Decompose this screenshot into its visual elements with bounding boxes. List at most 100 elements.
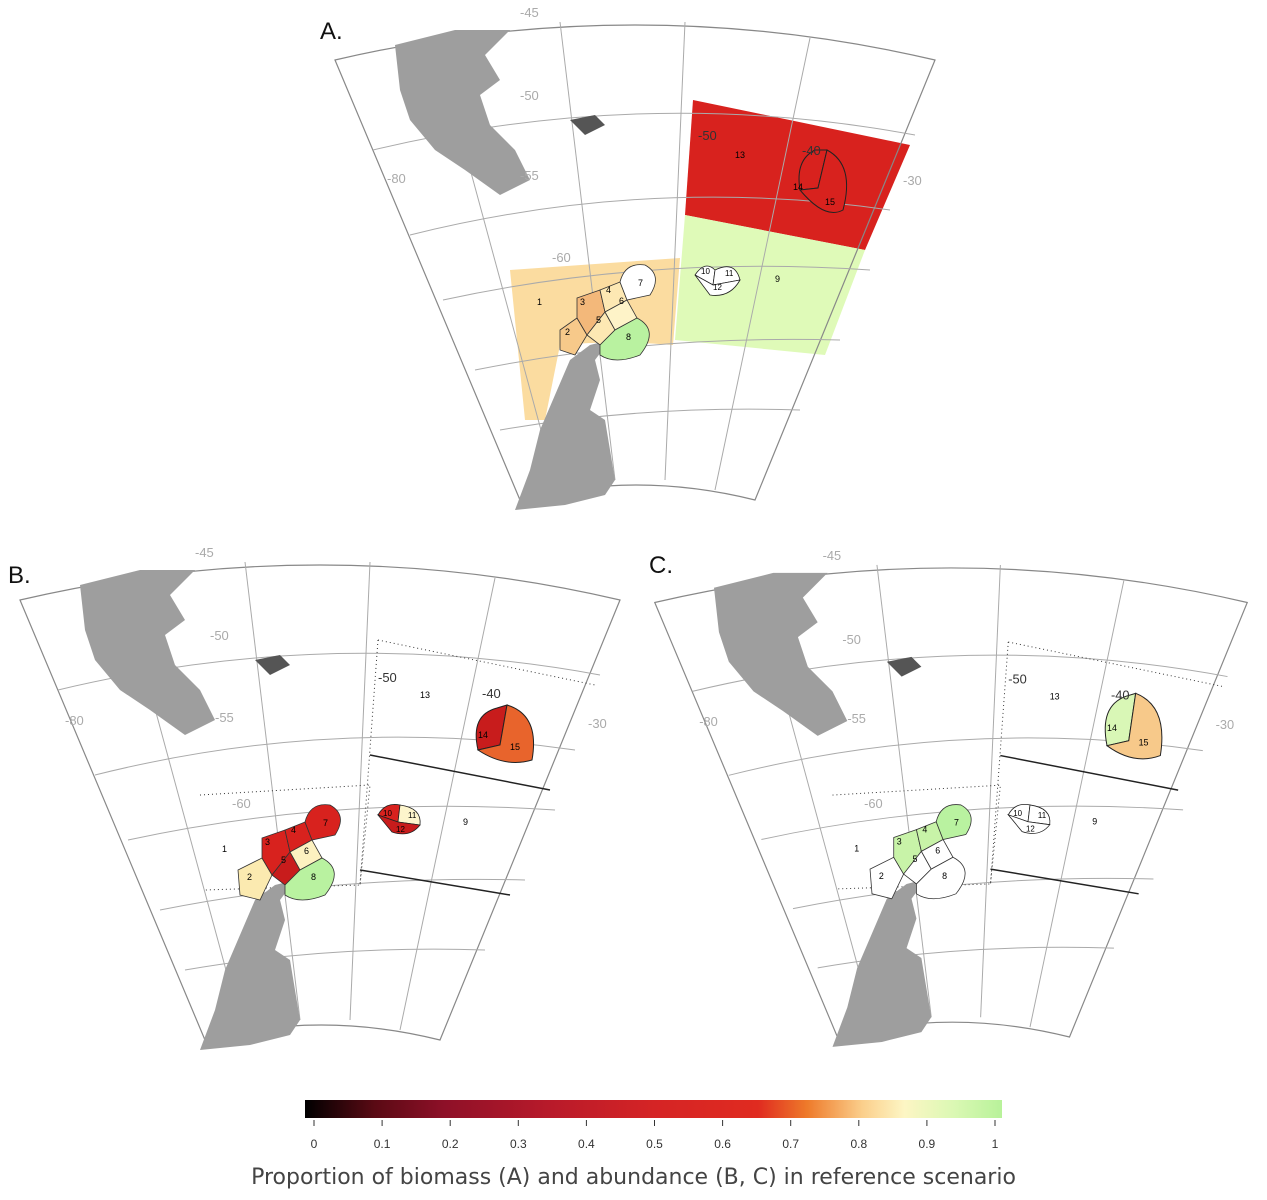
lat-label: -50: [210, 628, 229, 643]
antarctic-peninsula-land: [515, 340, 615, 510]
colorbar-gradient: [305, 1100, 1002, 1118]
colorbar-title: Proportion of biomass (A) and abundance …: [251, 1165, 1016, 1190]
region-9-fill: [675, 215, 865, 355]
region-13-fill: [685, 100, 910, 250]
colorbar-tick-label: 0: [311, 1137, 318, 1151]
lat-label: -60: [232, 796, 251, 811]
colorbar-tick-label: 0.2: [442, 1137, 459, 1151]
colorbar-tick-label: 0.3: [510, 1137, 527, 1151]
panel-c: C. -45 -50 -55 -60 -80 -50 -40 -30 1 2 3…: [635, 540, 1267, 1060]
region-12: [376, 814, 421, 835]
region-12: [694, 274, 741, 296]
lon-label: -50: [698, 128, 717, 143]
south-america-land: [80, 570, 215, 735]
map-c: -45 -50 -55 -60 -80 -50 -40 -30 1 2 3 4 …: [654, 548, 1248, 1047]
colorbar-tick-label: 0.1: [374, 1137, 391, 1151]
region-label: 14: [793, 182, 803, 192]
lat-label: -55: [847, 711, 866, 726]
colorbar-tick-label: 0.7: [782, 1137, 799, 1151]
region-label: 13: [735, 150, 745, 160]
lon-label: -30: [903, 173, 922, 188]
region-label: 5: [912, 854, 917, 864]
region-8: [916, 856, 966, 900]
region-8: [599, 317, 650, 361]
lon-label: -80: [387, 171, 406, 186]
falklands-land: [255, 655, 290, 675]
region-15: [799, 149, 848, 213]
south-america-land: [714, 572, 848, 736]
region-label: 3: [580, 297, 585, 307]
region-label: 13: [1050, 691, 1060, 701]
region-label: 8: [626, 332, 631, 342]
region-label: 1: [537, 297, 542, 307]
lon-label: -50: [378, 670, 397, 685]
region-label: 10: [701, 267, 710, 276]
antarctic-peninsula-land: [200, 880, 300, 1050]
falklands-land: [886, 656, 922, 677]
lon-label: -30: [588, 716, 607, 731]
region-label: 12: [713, 283, 722, 292]
region-2: [869, 856, 905, 900]
region-label: 2: [247, 872, 252, 882]
region-label: 12: [1026, 825, 1035, 834]
lat-label: -50: [842, 632, 861, 647]
lon-label: -45: [195, 545, 214, 560]
region-15: [476, 704, 535, 763]
region-7: [619, 264, 656, 301]
region-label: 14: [478, 730, 488, 740]
region-label: 5: [281, 855, 286, 865]
region-8: [284, 857, 335, 901]
region-7: [935, 804, 972, 840]
region-label: 4: [291, 825, 296, 835]
lon-label: -80: [699, 714, 718, 729]
region-label: 6: [935, 845, 940, 855]
panel-b: B. -45 -50 -55 -60 -80 -50 -40 -30 1 2 3: [0, 540, 640, 1060]
panel-a: A. -45 -50 -55 -60 -80: [315, 0, 955, 520]
region-label: 11: [1038, 811, 1046, 820]
region-label: 9: [775, 274, 780, 284]
region-label: 8: [311, 872, 316, 882]
region-15: [1105, 692, 1163, 760]
panel-letter: A.: [320, 18, 343, 45]
region-label: 7: [638, 278, 643, 288]
lon-label: -45: [823, 548, 842, 563]
antarctic-peninsula-land: [832, 879, 932, 1047]
region-label: 11: [408, 811, 417, 820]
region-label: 12: [396, 825, 405, 834]
lon-label: -40: [802, 143, 821, 158]
region-label: 2: [879, 871, 884, 881]
region-label: 14: [1107, 723, 1117, 733]
lat-label: -60: [552, 250, 571, 265]
colorbar: 0 0.1 0.2 0.3 0.4 0.5 0.6 0.7 0.8 0.9 1: [305, 1100, 1002, 1151]
south-america-land: [395, 30, 530, 195]
map-b: -45 -50 -55 -60 -80 -50 -40 -30 1 2 3 4 …: [19, 545, 621, 1050]
colorbar-tick-label: 0.8: [850, 1137, 867, 1151]
lat-label: -55: [215, 710, 234, 725]
region-label: 9: [463, 817, 468, 827]
region-label: 13: [420, 690, 430, 700]
falklands-land: [570, 115, 605, 135]
region-2: [237, 857, 273, 901]
lon-label: -80: [65, 713, 84, 728]
region-label: 6: [619, 296, 624, 306]
region-label: 10: [383, 809, 392, 818]
region-label: 15: [510, 742, 520, 752]
lon-label: -30: [1216, 717, 1235, 732]
panel-letter: B.: [8, 562, 31, 589]
region-7: [304, 804, 341, 841]
colorbar-tick-label: 1: [992, 1137, 999, 1151]
region-label: 1: [222, 844, 227, 854]
colorbar-tick-label: 0.9: [919, 1137, 936, 1151]
colorbar-ticks: 0 0.1 0.2 0.3 0.4 0.5 0.6 0.7 0.8 0.9 1: [311, 1120, 999, 1151]
region-2: [559, 317, 588, 356]
colorbar-tick-label: 0.6: [714, 1137, 731, 1151]
region-label: 3: [897, 836, 902, 846]
region-label: 6: [304, 846, 309, 856]
lat-label: -50: [520, 88, 539, 103]
region-label: 7: [323, 818, 328, 828]
region-12: [1007, 813, 1051, 834]
region-label: 9: [1092, 817, 1097, 827]
region-label: 4: [922, 825, 927, 835]
region-label: 5: [596, 315, 601, 325]
region-label: 10: [1013, 809, 1022, 818]
